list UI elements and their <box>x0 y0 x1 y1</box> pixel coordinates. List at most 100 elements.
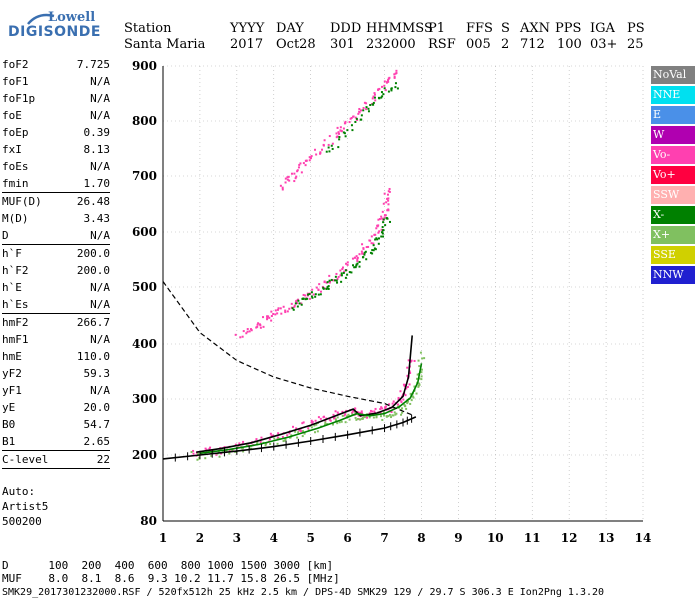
header-value-6: 005 <box>466 37 491 52</box>
param-value: N/A <box>90 229 110 242</box>
echo-point <box>372 95 375 98</box>
echo-point <box>268 438 271 441</box>
echo-point <box>413 385 416 388</box>
echo-point <box>228 450 231 453</box>
echo-point <box>276 436 279 439</box>
echo-point <box>259 324 262 327</box>
echo-point <box>315 153 318 156</box>
echo-point <box>393 411 396 414</box>
echo-point <box>351 411 354 414</box>
echo-point <box>393 75 396 78</box>
echo-point <box>297 298 300 301</box>
param-value: N/A <box>90 384 110 397</box>
param-name: foE <box>2 109 22 122</box>
echo-point <box>334 410 337 413</box>
echo-point <box>404 394 407 397</box>
echo-point <box>190 451 193 454</box>
param-row: B0 54.7 <box>2 416 110 433</box>
echo-point <box>355 418 358 421</box>
echo-point <box>273 437 276 440</box>
param-name: h`F2 <box>2 264 29 277</box>
header-label-10: IGA <box>590 21 615 36</box>
param-name: hmF1 <box>2 333 29 346</box>
echo-point <box>339 129 342 132</box>
echo-point <box>336 135 339 138</box>
header-label-11: PS <box>627 21 645 36</box>
echo-point <box>274 313 277 316</box>
echo-point <box>257 322 260 325</box>
echo-point <box>350 116 353 119</box>
echo-point <box>272 434 275 437</box>
echo-point <box>385 201 388 204</box>
legend-item: SSW <box>651 186 695 204</box>
echo-point <box>386 193 389 196</box>
param-value: 1.70 <box>83 177 111 190</box>
echo-point <box>268 316 271 319</box>
echo-point <box>381 210 384 213</box>
echo-point <box>324 423 327 426</box>
echo-point <box>378 87 381 90</box>
echo-point <box>205 448 208 451</box>
echo-point <box>256 325 259 328</box>
echo-point <box>345 409 348 412</box>
echo-point <box>302 297 305 300</box>
echo-point <box>413 359 416 362</box>
echo-point <box>382 411 385 414</box>
param-divider <box>2 313 110 314</box>
echo-point <box>314 295 317 298</box>
echo-point <box>330 144 333 147</box>
echo-point <box>290 302 293 305</box>
echo-point <box>372 242 375 245</box>
echo-point <box>387 203 390 206</box>
echo-point <box>397 398 400 401</box>
echo-point <box>340 272 343 275</box>
logo-swoosh-icon <box>27 13 55 25</box>
echo-point <box>354 120 357 123</box>
echo-point <box>336 281 339 284</box>
echo-point <box>264 442 267 445</box>
echo-point <box>355 263 358 266</box>
param-name: h`E <box>2 281 22 294</box>
echo-point <box>365 258 368 261</box>
echo-point <box>345 262 348 265</box>
param-row: h`E N/A <box>2 279 110 296</box>
echo-point <box>374 407 377 410</box>
legend-item: Vo+ <box>651 166 695 184</box>
echo-point <box>288 307 291 310</box>
echo-point <box>378 218 381 221</box>
echo-point <box>326 286 329 289</box>
echo-point <box>344 276 347 279</box>
legend-item: NNW <box>651 266 695 284</box>
echo-point <box>297 431 300 434</box>
param-name: MUF(D) <box>2 195 42 208</box>
echo-point <box>361 417 364 420</box>
echo-point <box>319 417 322 420</box>
echo-point <box>298 429 301 432</box>
x-tick-label: 5 <box>307 531 315 545</box>
echo-point <box>354 266 357 269</box>
echo-point <box>337 131 340 134</box>
echo-point <box>335 132 338 135</box>
echo-point <box>344 122 347 125</box>
echo-point <box>337 146 340 149</box>
echo-point <box>376 238 379 241</box>
echo-point <box>304 164 307 167</box>
param-row: M(D) 3.43 <box>2 210 110 227</box>
echo-point <box>304 298 307 301</box>
echo-point <box>381 407 384 410</box>
echo-point <box>314 293 317 296</box>
echo-point <box>385 81 388 84</box>
echo-point <box>374 233 377 236</box>
param-name: hmF2 <box>2 316 29 329</box>
param-name: h`F <box>2 247 22 260</box>
echo-point <box>322 143 325 146</box>
param-row: yF2 59.3 <box>2 365 110 382</box>
echo-point <box>372 101 375 104</box>
echo-point <box>392 400 395 403</box>
y-tick-label: 300 <box>132 392 157 406</box>
echo-point <box>204 457 207 460</box>
echo-point <box>347 413 350 416</box>
echo-point <box>336 416 339 419</box>
header-value-11: 25 <box>627 37 644 52</box>
echo-point <box>381 418 384 421</box>
